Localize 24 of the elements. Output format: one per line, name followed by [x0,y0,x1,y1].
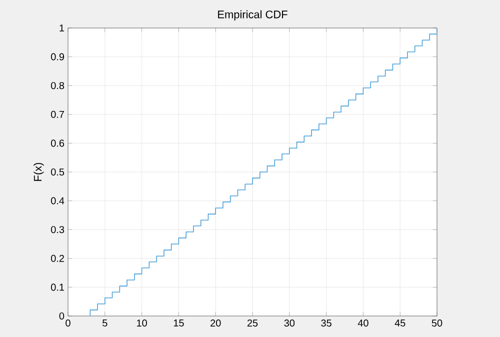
x-tick-label: 45 [394,320,406,326]
y-tick-label: 0.3 [51,226,64,234]
x-tick-label: 35 [321,320,332,327]
y-tick-label: 0.9 [51,53,64,60]
y-tick-label: 0.8 [51,82,64,90]
y-tick-label: 0.5 [51,168,64,176]
x-tick-label: 30 [284,320,295,327]
y-tick-label: 0.1 [51,284,64,291]
y-tick-label: 0.2 [51,254,64,262]
y-tick-label: 0.6 [51,140,64,147]
x-tick-label: 25 [247,320,258,327]
x-tick-label: 20 [210,320,221,327]
x-tick-label: 5 [102,320,108,326]
x-tick-label: 50 [432,320,442,327]
x-tick-label: 15 [174,320,184,326]
x-tick-label: 0 [66,320,70,327]
y-tick-label: 0 [59,312,64,320]
chart-title: Empirical CDF [218,10,288,20]
x-tick-label: 10 [137,320,147,327]
x-tick-label: 40 [358,320,368,327]
y-tick-label: 1 [60,24,64,32]
y-tick-label: 0.4 [51,197,64,204]
y-axis-title: F(x) [34,162,44,181]
y-tick-label: 0.7 [51,110,64,118]
